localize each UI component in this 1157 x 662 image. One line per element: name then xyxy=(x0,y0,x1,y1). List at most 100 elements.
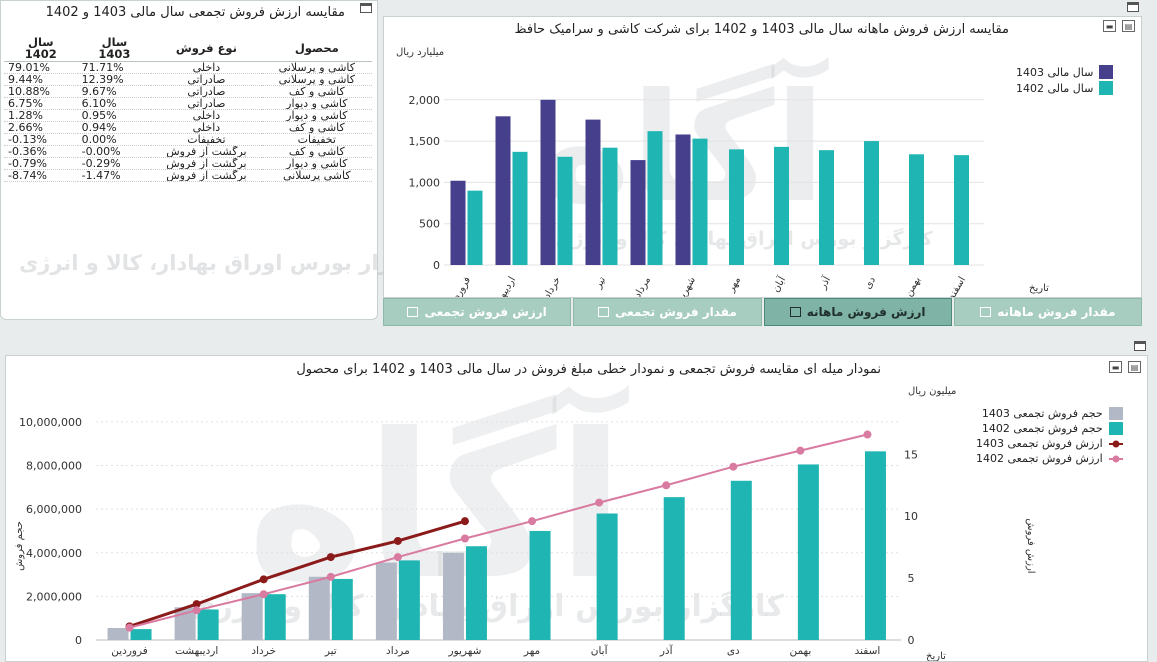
bar-1402[interactable] xyxy=(909,154,924,265)
tab-2[interactable]: ارزش فروش ماهانه xyxy=(763,298,952,326)
y2-tick-label: 15 xyxy=(904,448,918,461)
header-sale-type[interactable]: نوع فروش xyxy=(151,35,262,62)
bar-1402[interactable] xyxy=(864,141,879,265)
table-row[interactable]: کاشی پرسلانی برگشت از فروش -1.47% -8.74% xyxy=(4,169,372,182)
bar-vol1402[interactable] xyxy=(264,594,286,640)
line-val1403-point[interactable] xyxy=(259,575,268,584)
bar-chart-icon xyxy=(980,307,992,317)
bar-1402[interactable] xyxy=(557,156,573,265)
bar-1403[interactable] xyxy=(630,160,646,265)
bar-vol1402[interactable] xyxy=(730,480,752,640)
y-axis-label: میلیارد ریال xyxy=(396,47,444,58)
bar-vol1402[interactable] xyxy=(529,530,551,640)
export-icon[interactable]: ▬ xyxy=(1103,20,1116,32)
line-val1402-point[interactable] xyxy=(595,498,604,507)
line-val1402-point[interactable] xyxy=(528,517,537,526)
bar-vol1402[interactable] xyxy=(465,546,487,640)
bar-vol1402[interactable] xyxy=(797,464,819,640)
table-row[interactable]: کاشی و کف داخلی 0.94% 2.66% xyxy=(4,121,372,134)
bar-1402[interactable] xyxy=(774,146,789,265)
value-1402-cell: 2.66% xyxy=(4,121,78,134)
x-tick-label: تیر xyxy=(592,275,608,291)
header-1403[interactable]: سال 1403 xyxy=(77,35,152,62)
table-row[interactable]: کاشی و دیوار داخلی 0.95% 1.28% xyxy=(4,109,372,122)
bar-vol1403[interactable] xyxy=(375,562,397,640)
bar-vol1402[interactable] xyxy=(663,497,685,640)
bar-1402[interactable] xyxy=(602,147,618,265)
sale-type-cell: صادراتی xyxy=(151,73,262,86)
bar-vol1403[interactable] xyxy=(241,593,263,640)
bar-1403[interactable] xyxy=(450,180,466,265)
value-1402-cell: -0.79% xyxy=(4,157,78,170)
value-1403-cell: 12.39% xyxy=(77,73,152,86)
legend-swatch-1403 xyxy=(1099,65,1114,79)
x-axis-label: تاریخ xyxy=(1029,283,1049,294)
bar-1402[interactable] xyxy=(954,155,969,265)
line-val1403-point[interactable] xyxy=(326,553,335,562)
line-val1403[interactable] xyxy=(129,519,466,628)
bar-1403[interactable] xyxy=(495,116,511,265)
bar-vol1402[interactable] xyxy=(864,451,886,640)
bar-1402[interactable] xyxy=(692,138,708,265)
bar-vol1402[interactable] xyxy=(596,513,618,640)
bar-1402[interactable] xyxy=(729,149,744,265)
bar-1403[interactable] xyxy=(675,134,691,265)
tab-4[interactable]: ارزش فروش تجمعی xyxy=(383,298,572,326)
bar-vol1403[interactable] xyxy=(442,552,464,640)
bar-1402[interactable] xyxy=(819,150,834,265)
table-row[interactable]: کاشی و دیوار صادراتی 6.10% 6.75% xyxy=(4,97,372,110)
table-row[interactable]: کاشی و پرسلانی داخلی 71.71% 79.01% xyxy=(4,61,372,74)
line-chart-icon xyxy=(407,307,419,317)
table-row[interactable]: کاشی و پرسلانی صادراتی 12.39% 9.44% xyxy=(4,73,372,86)
value-1402-cell: 79.01% xyxy=(4,61,78,74)
table-row[interactable]: تخفیفات تخفیفات 0.00% -0.13% xyxy=(4,133,372,146)
line-val1402-point[interactable] xyxy=(863,430,872,439)
x-tick-label: فروردین xyxy=(111,645,148,657)
value-1402-cell: 9.44% xyxy=(4,73,78,86)
line-val1402-point[interactable] xyxy=(125,623,134,632)
product-cell: کاشی و کف xyxy=(261,145,372,158)
tab-3[interactable]: مقدار فروش تجمعی xyxy=(573,298,762,326)
line-val1402-point[interactable] xyxy=(460,534,469,543)
bar-vol1403[interactable] xyxy=(308,576,330,640)
bar-vol1402[interactable] xyxy=(331,578,353,640)
bar-1402[interactable] xyxy=(512,151,528,265)
line-val1402-point[interactable] xyxy=(192,606,201,615)
line-val1402-point[interactable] xyxy=(796,446,805,455)
tab-1[interactable]: مقدار فروش ماهانه xyxy=(953,298,1142,326)
line-chart-icon xyxy=(597,307,609,317)
bar-chart-icon xyxy=(789,307,801,317)
line-val1402-point[interactable] xyxy=(393,553,402,562)
line-val1402[interactable] xyxy=(129,433,868,629)
bottom-chart-legend: حجم فروش تجمعی 1403 حجم فروش تجمعی 1402 … xyxy=(976,406,1123,466)
line-val1402-point[interactable] xyxy=(662,481,671,490)
export-icon-bottom[interactable]: ▬ xyxy=(1109,361,1122,373)
line-val1403-point[interactable] xyxy=(393,536,402,545)
bar-vol1402[interactable] xyxy=(197,609,219,640)
table-row[interactable]: کاشی و کف صادراتی 9.67% 10.88% xyxy=(4,85,372,98)
x-axis-label: تاریخ xyxy=(926,651,946,661)
bar-1402[interactable] xyxy=(647,131,663,265)
bar-1403[interactable] xyxy=(540,99,556,265)
legend-marker-val1402 xyxy=(1108,455,1123,462)
line-val1402-point[interactable] xyxy=(259,590,268,599)
maximize-icon[interactable] xyxy=(360,3,372,13)
bar-vol1403[interactable] xyxy=(107,628,129,640)
bar-1403[interactable] xyxy=(585,119,601,265)
line-val1402-point[interactable] xyxy=(729,462,738,471)
legend-swatch-1402 xyxy=(1099,81,1114,95)
bar-vol1402[interactable] xyxy=(130,629,152,640)
header-product[interactable]: محصول xyxy=(261,35,372,62)
table-row[interactable]: کاشی و دیوار برگشت از فروش -0.29% -0.79% xyxy=(4,157,372,170)
header-1402[interactable]: سال 1402 xyxy=(4,35,78,62)
bar-1402[interactable] xyxy=(467,190,483,265)
bar-vol1402[interactable] xyxy=(398,560,420,640)
filter-icon[interactable]: ▤ xyxy=(1122,20,1135,32)
table-row[interactable]: کاشی و کف برگشت از فروش -0.00% -0.36% xyxy=(4,145,372,158)
line-val1403-point[interactable] xyxy=(192,600,201,609)
line-val1402-point[interactable] xyxy=(326,572,335,581)
filter-icon-bottom[interactable]: ▤ xyxy=(1128,361,1141,373)
line-val1403-point[interactable] xyxy=(460,517,469,526)
bottom-chart-maximize-icon[interactable] xyxy=(1134,341,1146,351)
top-chart-maximize-icon[interactable] xyxy=(1127,2,1139,12)
